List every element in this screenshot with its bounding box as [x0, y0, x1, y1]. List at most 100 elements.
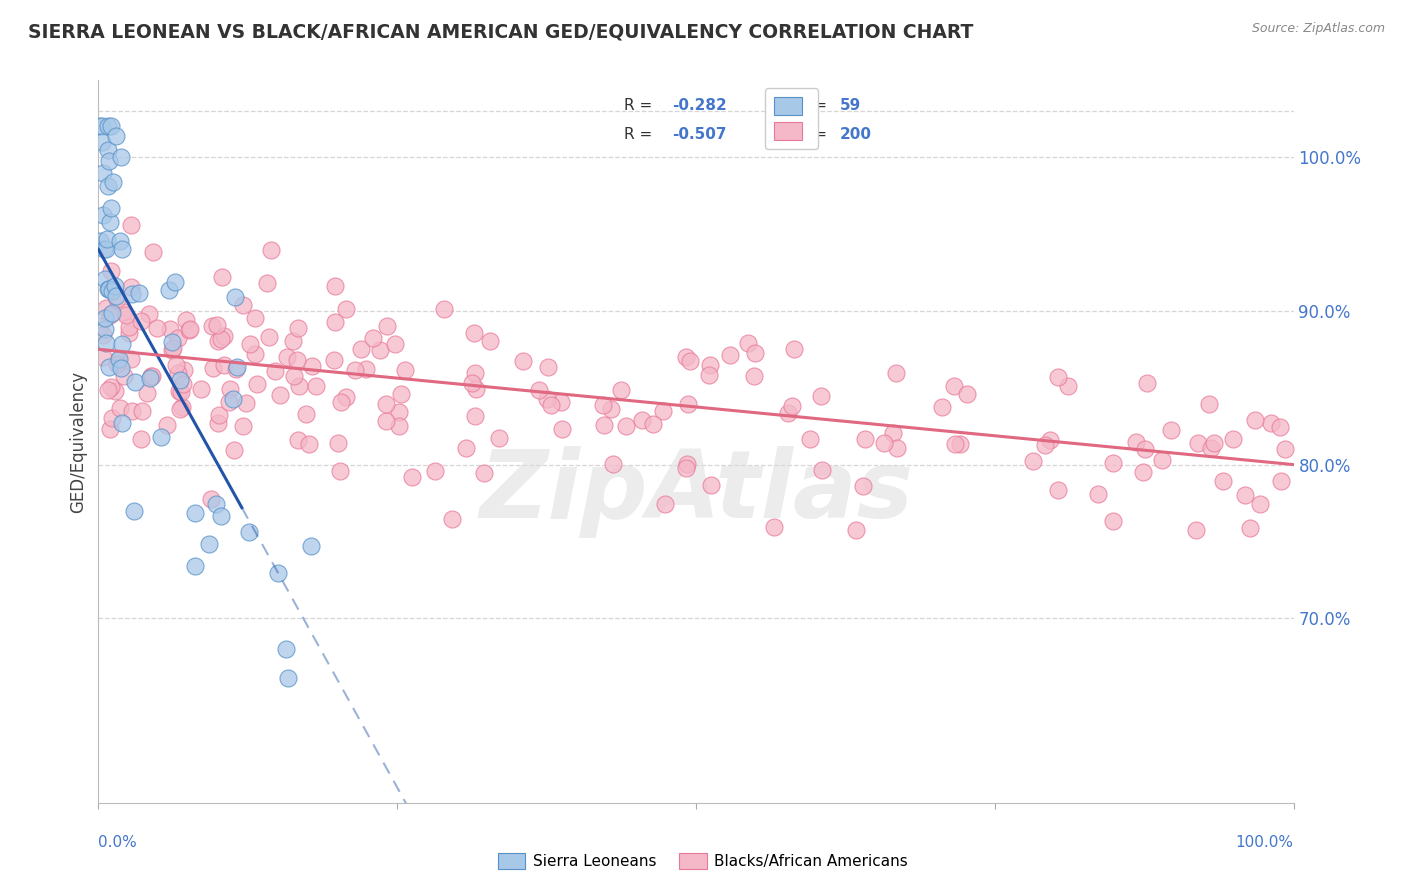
Point — [654, 498, 676, 512]
Point — [166, 366, 188, 380]
Y-axis label: GED/Equivalency: GED/Equivalency — [69, 370, 87, 513]
Point — [540, 398, 562, 412]
Point — [98, 215, 121, 229]
Point — [676, 397, 699, 411]
Point — [101, 411, 124, 425]
Point — [335, 302, 357, 317]
Point — [97, 360, 120, 375]
Point — [94, 321, 117, 335]
Point — [1057, 379, 1080, 393]
Text: -0.507: -0.507 — [672, 127, 727, 142]
Point — [853, 432, 876, 446]
Text: Source: ZipAtlas.com: Source: ZipAtlas.com — [1251, 22, 1385, 36]
Point — [91, 166, 114, 180]
Point — [138, 307, 160, 321]
Point — [1244, 413, 1267, 427]
Point — [375, 413, 398, 427]
Point — [295, 407, 318, 421]
Point — [90, 120, 112, 134]
Point — [943, 379, 966, 393]
Point — [105, 357, 128, 371]
Point — [1035, 438, 1057, 452]
Point — [112, 304, 135, 318]
Point — [129, 314, 152, 328]
Point — [440, 512, 463, 526]
Point — [697, 368, 720, 382]
Point — [97, 153, 120, 168]
Point — [260, 244, 283, 258]
Point — [131, 403, 153, 417]
Point — [94, 336, 117, 351]
Point — [89, 120, 111, 134]
Text: R =: R = — [624, 127, 658, 142]
Point — [1046, 369, 1069, 384]
Point — [298, 437, 321, 451]
Point — [245, 347, 267, 361]
Point — [384, 337, 406, 351]
Legend: Sierra Leoneans, Blacks/African Americans: Sierra Leoneans, Blacks/African American… — [492, 847, 914, 875]
Point — [277, 671, 299, 685]
Point — [89, 234, 111, 248]
Point — [120, 218, 142, 232]
Point — [108, 401, 131, 416]
Point — [139, 371, 162, 385]
Point — [177, 323, 200, 337]
Point — [114, 368, 136, 383]
Point — [460, 376, 482, 391]
Point — [211, 270, 233, 285]
Point — [100, 264, 122, 278]
Point — [209, 332, 232, 346]
Point — [100, 201, 122, 215]
Point — [464, 366, 486, 380]
Point — [235, 396, 257, 410]
Point — [96, 243, 118, 257]
Point — [231, 418, 253, 433]
Point — [956, 387, 979, 401]
Point — [1233, 488, 1256, 502]
Point — [699, 358, 721, 372]
Point — [323, 279, 346, 293]
Point — [89, 319, 111, 334]
Point — [129, 432, 152, 446]
Point — [432, 301, 454, 316]
Point — [782, 399, 804, 413]
Point — [1087, 486, 1109, 500]
Point — [361, 331, 384, 345]
Point — [219, 382, 242, 396]
Point — [96, 232, 118, 246]
Point — [873, 435, 896, 450]
Point — [225, 362, 247, 376]
Point — [610, 383, 633, 397]
Point — [101, 284, 124, 298]
Point — [1204, 435, 1226, 450]
Point — [212, 358, 235, 372]
Point — [652, 404, 675, 418]
Point — [93, 242, 115, 256]
Point — [1136, 376, 1159, 391]
Point — [464, 409, 486, 423]
Point — [98, 308, 121, 322]
Point — [232, 298, 254, 312]
Point — [330, 394, 353, 409]
Point — [799, 432, 821, 446]
Point — [349, 342, 371, 356]
Point — [222, 392, 245, 407]
Point — [169, 374, 191, 388]
Point — [301, 359, 323, 373]
Point — [323, 315, 346, 329]
Point — [122, 504, 145, 518]
Point — [593, 418, 616, 433]
Point — [111, 416, 134, 430]
Point — [1101, 514, 1123, 528]
Point — [150, 430, 173, 444]
Point — [183, 558, 205, 573]
Text: -0.282: -0.282 — [672, 98, 727, 113]
Point — [285, 353, 308, 368]
Point — [281, 334, 304, 348]
Point — [762, 520, 785, 534]
Point — [107, 353, 129, 368]
Point — [423, 464, 446, 478]
Point — [128, 286, 150, 301]
Point — [1021, 454, 1043, 468]
Point — [100, 380, 122, 394]
